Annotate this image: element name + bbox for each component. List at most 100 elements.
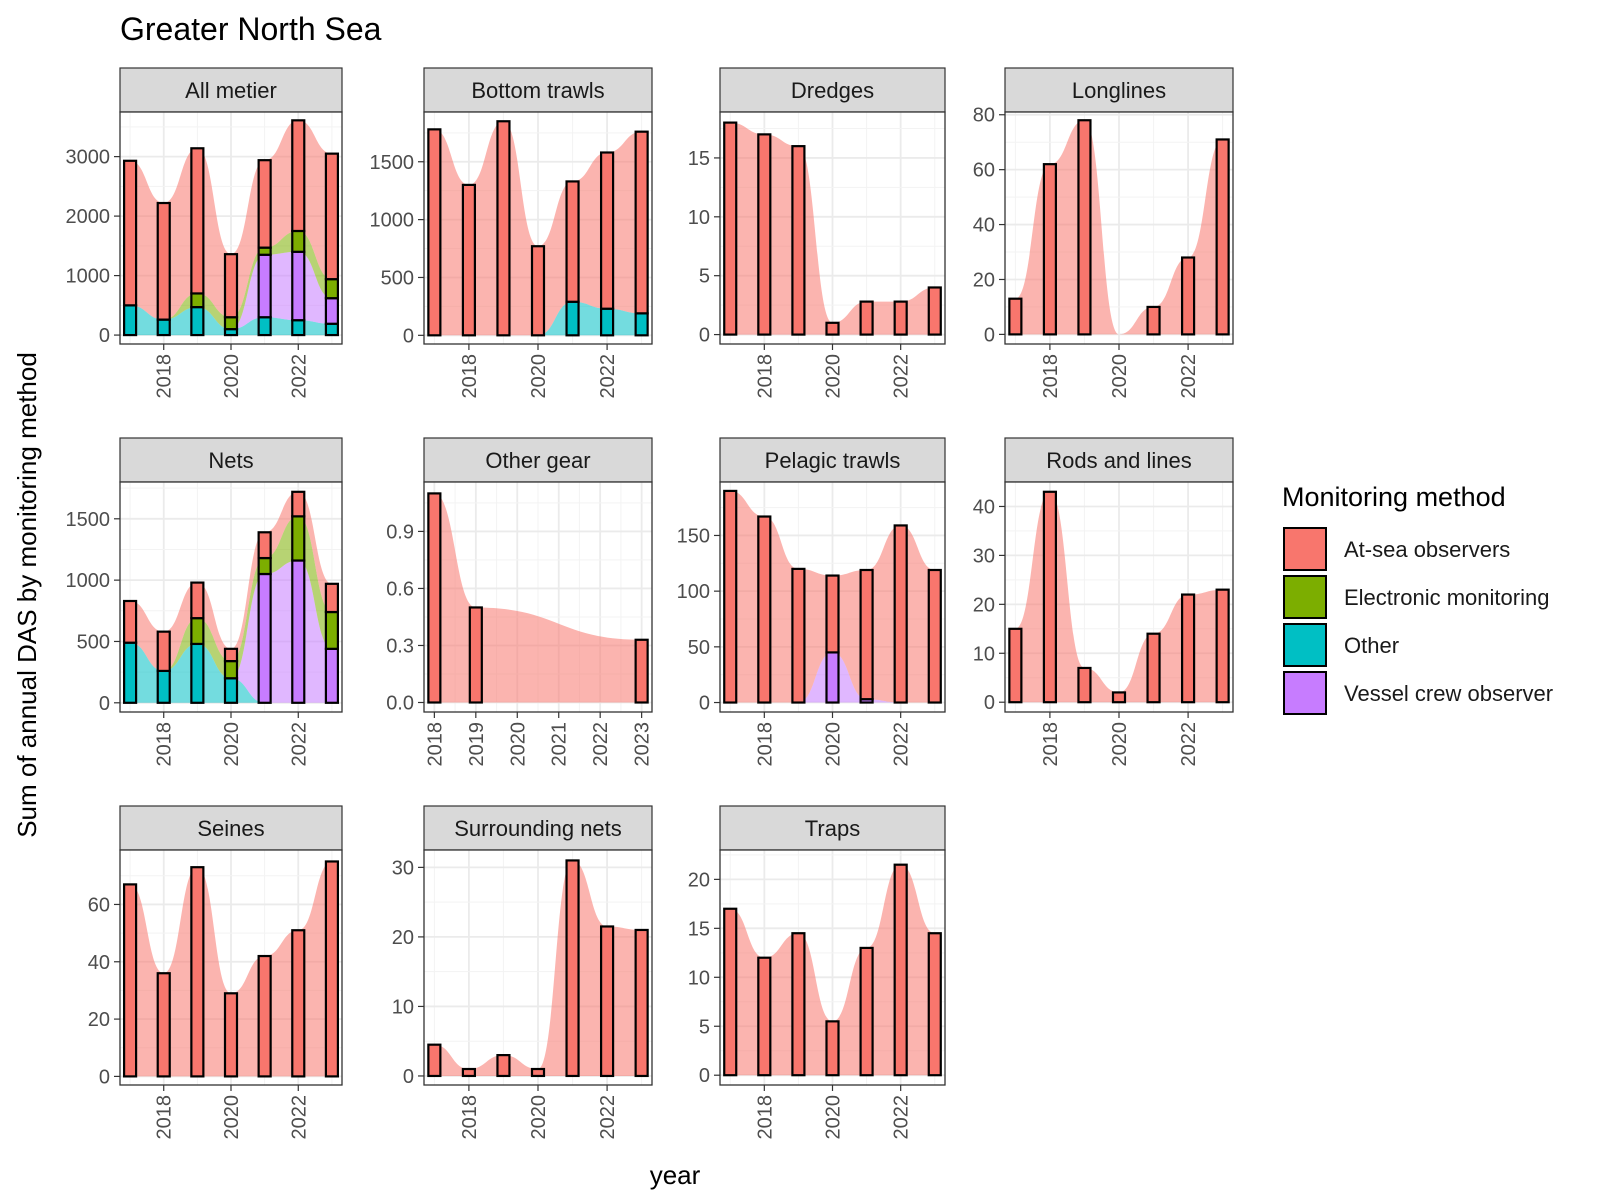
bar-at-sea-observers [530, 1067, 546, 1078]
bar-at-sea-observers [927, 932, 942, 1077]
facet-strip [119, 437, 343, 483]
bar-at-sea-observers [291, 490, 306, 518]
bar-electronic-monitoring [324, 278, 340, 300]
x-tick-label: 2023 [632, 722, 654, 767]
legend-label: Electronic monitoring [1344, 585, 1549, 610]
x-tick-label: 2018 [154, 354, 176, 399]
figure-title: Greater North Sea [120, 11, 382, 47]
area-layer [434, 860, 642, 1076]
bar-at-sea-observers [156, 201, 171, 321]
x-axis: 2018 2020 2022 [754, 1085, 913, 1140]
bar-vessel-crew-observer [291, 250, 306, 322]
y-tick-label: 0.0 [386, 692, 414, 714]
y-axis-label: Sum of annual DAS by monitoring method [12, 352, 42, 838]
x-tick-label: 2018 [459, 354, 481, 399]
y-tick-label: 10 [688, 207, 710, 229]
legend-label: At-sea observers [1344, 537, 1510, 562]
y-tick-label: 0 [984, 692, 995, 714]
x-tick-label: 2020 [528, 1095, 550, 1140]
facet-strip [1004, 437, 1234, 483]
bar-vessel-crew-observer [324, 297, 340, 325]
y-tick-label: 1000 [66, 570, 111, 592]
y-axis: 0 5 10 15 [688, 148, 720, 347]
y-axis: 0 10 20 30 [392, 857, 424, 1088]
x-tick-label: 2018 [1040, 722, 1062, 767]
bar-layer [723, 121, 942, 336]
bar-at-sea-observers [565, 859, 580, 1078]
x-tick-label: 2020 [823, 354, 845, 399]
area-vessel-crew-observer [130, 251, 332, 330]
y-tick-label: 150 [677, 525, 710, 547]
y-tick-label: 100 [677, 581, 710, 603]
area-layer [130, 120, 332, 336]
facet-title: Seines [197, 816, 264, 841]
bar-at-sea-observers [723, 907, 738, 1077]
legend-item: Vessel crew observer [1283, 671, 1553, 715]
bar-other [122, 304, 138, 337]
bar-at-sea-observers [825, 574, 840, 654]
facet-strip [719, 437, 946, 483]
x-tick-label: 2022 [1178, 722, 1200, 767]
facet-bottom-trawls: Bottom trawls 0 500 1000 1500 2018 2020 2022 [370, 67, 653, 399]
y-tick-label: 0 [99, 693, 110, 715]
y-tick-label: 1500 [370, 152, 415, 174]
y-tick-label: 50 [688, 637, 710, 659]
bar-at-sea-observers [893, 863, 908, 1077]
bar-vessel-crew-observer [324, 647, 340, 704]
bar-at-sea-observers [757, 133, 772, 336]
bar-at-sea-observers [324, 860, 340, 1078]
bar-vessel-crew-observer [257, 572, 272, 704]
y-tick-label: 10 [688, 967, 710, 989]
y-tick-label: 0 [403, 325, 414, 347]
facet-traps: Traps 0 5 10 15 20 2018 2020 2022 [688, 805, 946, 1140]
bar-at-sea-observers [190, 147, 205, 295]
bar-at-sea-observers [1215, 588, 1230, 704]
y-tick-label: 10 [973, 643, 995, 665]
y-tick-label: 80 [973, 105, 995, 127]
bar-at-sea-observers [461, 1067, 477, 1078]
y-tick-label: 40 [973, 215, 995, 237]
x-axis: 2018 2020 2022 [154, 712, 310, 767]
bar-other [156, 669, 171, 704]
bar-at-sea-observers [324, 152, 340, 281]
bar-electronic-monitoring [291, 515, 306, 562]
bar-at-sea-observers [791, 567, 806, 704]
x-tick-label: 2020 [221, 1095, 243, 1140]
legend-swatch [1283, 575, 1327, 619]
y-tick-label: 0 [699, 693, 710, 715]
x-tick-label: 2022 [288, 1095, 310, 1140]
bar-at-sea-observers [757, 515, 772, 704]
bar-at-sea-observers [1111, 691, 1127, 704]
bar-at-sea-observers [825, 1020, 840, 1077]
bar-other [257, 316, 272, 337]
bar-layer [122, 860, 340, 1078]
bar-electronic-monitoring [324, 610, 340, 650]
y-axis: 0 50 100 150 [677, 525, 720, 715]
x-tick-label: 2020 [823, 722, 845, 767]
legend: Monitoring method At-sea observers Electro… [1282, 482, 1553, 715]
x-tick-label: 2022 [597, 1095, 619, 1140]
y-tick-label: 3000 [66, 147, 111, 169]
bar-electronic-monitoring [223, 659, 239, 680]
bar-at-sea-observers [1146, 305, 1161, 336]
y-tick-label: 60 [88, 894, 110, 916]
x-tick-label: 2022 [891, 354, 913, 399]
bar-layer [122, 490, 340, 704]
x-tick-label: 2022 [1178, 354, 1200, 399]
facet-surrounding-nets: Surrounding nets 0 10 20 30 2018 2020 2022 [392, 805, 653, 1140]
bar-at-sea-observers [825, 321, 840, 336]
facet-strip [719, 67, 946, 113]
x-axis: 2018 2020 2022 [154, 344, 310, 399]
legend-item: At-sea observers [1283, 527, 1510, 571]
bar-at-sea-observers [565, 180, 580, 303]
bar-at-sea-observers [496, 1054, 511, 1078]
bar-at-sea-observers [156, 972, 171, 1078]
legend-item: Electronic monitoring [1283, 575, 1549, 619]
bar-at-sea-observers [859, 946, 874, 1077]
bar-vessel-crew-observer [291, 559, 306, 704]
bar-at-sea-observers [1042, 163, 1058, 336]
bar-at-sea-observers [122, 599, 138, 644]
facet-title: Dredges [791, 78, 874, 103]
bar-electronic-monitoring [190, 617, 205, 646]
